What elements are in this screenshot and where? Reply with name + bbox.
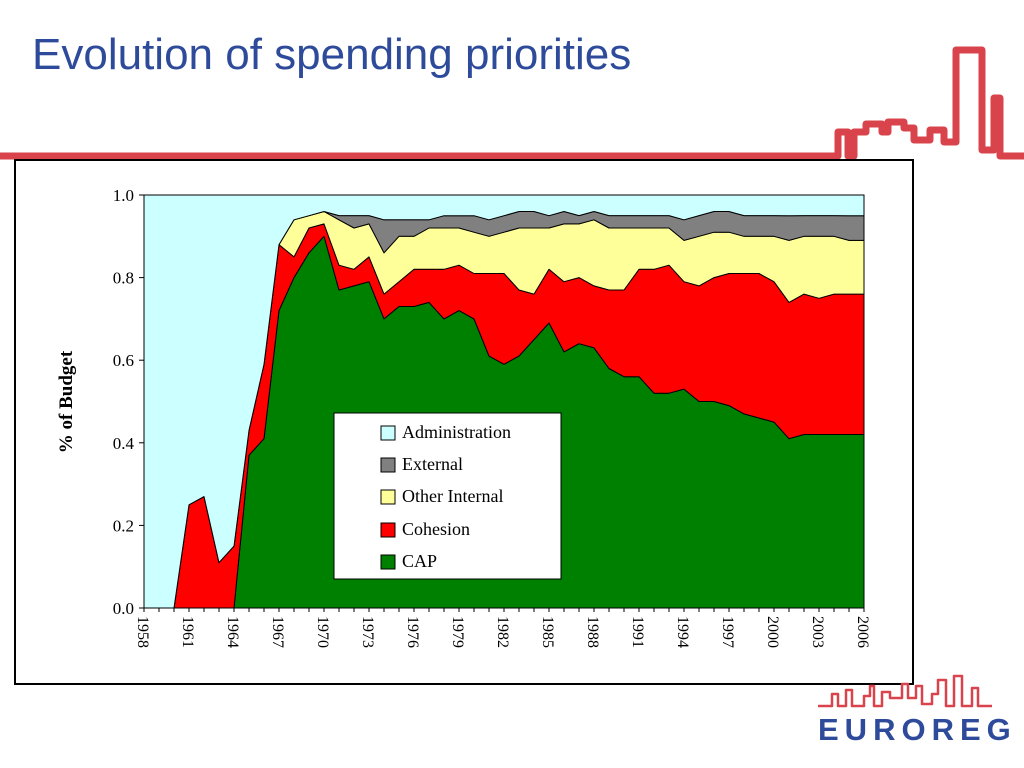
x-tick-label: 1997 bbox=[719, 616, 736, 648]
x-tick-label: 1979 bbox=[449, 616, 466, 648]
x-tick-label: 1973 bbox=[359, 616, 376, 648]
legend-box bbox=[333, 412, 562, 580]
legend-swatch-cohesion bbox=[380, 522, 396, 538]
y-tick-label: 0.0 bbox=[113, 599, 134, 618]
logo-wordmark: EUROREG bbox=[818, 712, 1017, 747]
x-tick-label: 1985 bbox=[539, 616, 556, 648]
x-tick-label: 1976 bbox=[404, 616, 421, 648]
x-tick-label: 1961 bbox=[179, 616, 196, 648]
logo-skyline-icon bbox=[818, 674, 992, 708]
x-tick-label: 1994 bbox=[674, 616, 691, 648]
legend-label-other-internal: Other Internal bbox=[402, 486, 503, 506]
x-tick-label: 2006 bbox=[854, 616, 871, 648]
x-tick-label: 1991 bbox=[629, 616, 646, 648]
legend: Administration External Other Internal C… bbox=[333, 412, 562, 580]
y-tick-label: 0.4 bbox=[113, 434, 135, 453]
legend-swatch-cap bbox=[380, 554, 396, 570]
legend-label-cap: CAP bbox=[402, 551, 437, 571]
x-tick-label: 2003 bbox=[809, 616, 826, 648]
y-tick-label: 0.6 bbox=[113, 351, 134, 370]
x-tick-label: 1988 bbox=[584, 616, 601, 648]
x-tick-label: 2000 bbox=[764, 616, 781, 648]
y-tick-label: 0.2 bbox=[113, 516, 134, 535]
x-tick-label: 1982 bbox=[494, 616, 511, 648]
y-tick-label: 1.0 bbox=[113, 186, 134, 205]
x-tick-label: 1967 bbox=[269, 616, 286, 648]
euroreg-logo bbox=[818, 674, 992, 708]
x-tick-label: 1970 bbox=[314, 616, 331, 648]
x-axis: 1958 1961 1964 1967 1970 1973 1976 1979 1982 1985… bbox=[134, 608, 871, 648]
legend-label-administration: Administration bbox=[402, 422, 511, 442]
stacked-area-chart: 0.00.20.40.60.81.0 1958 1961 1964 1967 1970 1… bbox=[56, 186, 871, 648]
skyline-line bbox=[0, 46, 1024, 160]
x-tick-label: 1964 bbox=[224, 616, 241, 648]
skyline-decoration bbox=[0, 46, 1024, 160]
y-axis-label: % of Budget bbox=[56, 350, 77, 453]
x-tick-label: 1958 bbox=[134, 616, 151, 648]
legend-swatch-other-internal bbox=[380, 489, 396, 505]
legend-swatch-administration bbox=[380, 425, 396, 441]
legend-label-cohesion: Cohesion bbox=[402, 519, 470, 539]
legend-swatch-external bbox=[380, 457, 396, 473]
legend-label-external: External bbox=[402, 454, 463, 474]
y-axis: 0.0 0.2 0.4 0.6 0.8 1.0 bbox=[113, 186, 144, 618]
y-tick-label: 0.8 bbox=[113, 269, 134, 288]
slide-title: Evolution of spending priorities bbox=[32, 30, 632, 79]
